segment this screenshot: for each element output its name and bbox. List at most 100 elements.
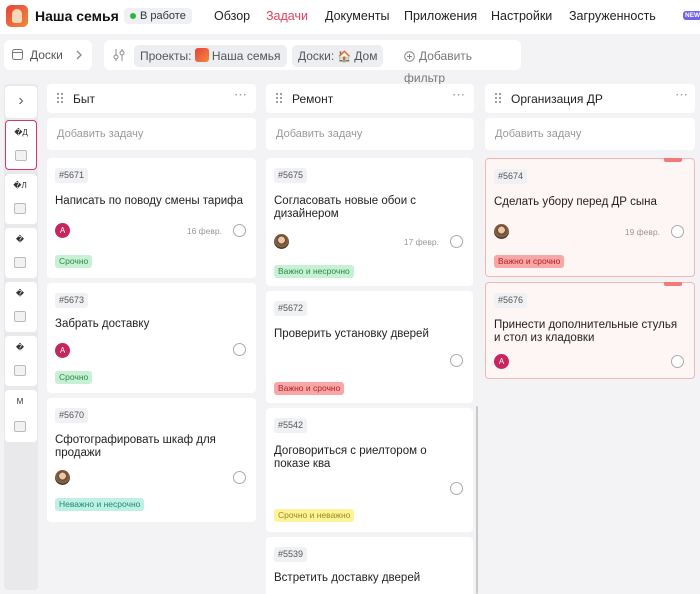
checkbox-icon[interactable] [450, 354, 463, 367]
task-card[interactable]: #5673 Забрать доставку А Срочно [47, 283, 256, 393]
task-card[interactable]: #5674 Сделать убору перед ДР сына 19 фев… [485, 158, 695, 277]
priority-tag: Важно и срочно [494, 255, 565, 268]
task-title: Сфотографировать шкаф для продажи [55, 434, 216, 459]
add-filter-button[interactable]: Добавить фильтр [398, 45, 521, 85]
card-icon [14, 311, 26, 322]
checkbox-icon[interactable] [233, 343, 246, 356]
drag-handle-icon[interactable] [494, 92, 501, 105]
card-marker [664, 158, 682, 162]
more-icon[interactable]: ⋯ [675, 87, 689, 102]
rail-card-label: � [15, 235, 25, 244]
add-task-button[interactable]: Добавить задачу [266, 118, 474, 150]
task-id: #5676 [494, 293, 528, 308]
checkbox-icon[interactable] [671, 225, 684, 238]
nav-settings[interactable]: Настройки [491, 9, 553, 23]
column-header[interactable]: Ремонт ⋯ [266, 84, 474, 113]
priority-tag: Срочно [55, 255, 93, 268]
add-filter-icon [404, 51, 415, 62]
checkbox-icon[interactable] [450, 235, 463, 248]
top-bar: Наша семья В работе Обзор Задачи Докумен… [0, 0, 700, 34]
drag-handle-icon[interactable] [275, 92, 282, 105]
rail-card[interactable]: �Д [5, 120, 37, 170]
checkbox-icon[interactable] [671, 355, 684, 368]
task-card[interactable]: #5670 Сфотографировать шкаф для продажи … [47, 398, 256, 522]
checkbox-icon[interactable] [233, 471, 246, 484]
nav-documents[interactable]: Документы [325, 9, 390, 23]
boards-switcher[interactable]: Доски [4, 40, 92, 70]
status-badge[interactable]: В работе [124, 8, 192, 24]
rail-card-label: �Д [14, 128, 28, 137]
rail-card[interactable]: � [5, 336, 37, 386]
task-card[interactable]: #5672 Проверить установку дверей Важно и… [266, 291, 473, 403]
nav-workload[interactable]: Загруженность [569, 9, 656, 23]
column-header[interactable]: Быт ⋯ [47, 84, 256, 113]
priority-tag: Неважно и несрочно [55, 498, 145, 511]
due-date: 17 февр. [403, 237, 439, 247]
due-date: 19 февр. [624, 227, 660, 237]
card-marker [664, 282, 682, 286]
task-id: #5539 [274, 547, 308, 562]
avatar[interactable]: А [494, 354, 509, 369]
task-card[interactable]: #5675 Согласовать новые обои с дизайнеро… [266, 158, 473, 286]
more-icon[interactable]: ⋯ [234, 87, 248, 102]
board-filter-value: Дом [354, 49, 378, 63]
rail-card-label: �Л [13, 181, 27, 190]
rail-card[interactable]: � [5, 228, 37, 278]
column-scrollbar[interactable] [476, 406, 478, 594]
card-icon [14, 421, 26, 432]
task-card[interactable]: #5671 Написать по поводу смены тарифа А … [47, 158, 256, 278]
more-icon[interactable]: ⋯ [452, 87, 466, 102]
card-icon [14, 203, 26, 214]
logo-icon[interactable] [6, 5, 28, 27]
filter-settings-icon[interactable] [112, 48, 126, 62]
task-title: Согласовать новые обои с дизайнером [274, 195, 417, 220]
add-task-button[interactable]: Добавить задачу [485, 118, 695, 150]
boards-icon [12, 49, 23, 60]
expand-chevron-icon[interactable]: › [5, 86, 37, 118]
rail-card[interactable]: М [5, 390, 37, 442]
project-title[interactable]: Наша семья [35, 8, 119, 24]
avatar[interactable] [494, 224, 509, 239]
rail-card[interactable]: �Л [5, 174, 37, 224]
task-title: Забрать доставку [55, 318, 150, 330]
task-id: #5672 [274, 301, 308, 316]
task-id: #5542 [274, 418, 308, 433]
task-title: Написать по поводу смены тарифа [55, 195, 243, 207]
avatar[interactable]: А [55, 223, 70, 238]
column-header[interactable]: Организация ДР ⋯ [485, 84, 695, 113]
project-avatar-icon [194, 48, 209, 62]
task-card[interactable]: #5539 Встретить доставку дверей [266, 537, 473, 594]
boards-label: Доски [30, 48, 63, 62]
left-rail: › �Д �Л � � � М [4, 84, 38, 590]
filters-group: Проекты: Наша семья Доски: 🏠 Дом Добавить… [104, 40, 521, 85]
avatar[interactable] [55, 470, 70, 485]
column-title: Быт [73, 92, 95, 106]
priority-tag: Важно и срочно [274, 382, 345, 395]
task-title: Принести дополнительные стулья и стол из… [494, 319, 678, 344]
nav-apps[interactable]: Приложения [404, 9, 478, 23]
task-card[interactable]: #5676 Принести дополнительные стулья и с… [485, 282, 695, 379]
checkbox-icon[interactable] [450, 482, 463, 495]
task-title: Проверить установку дверей [274, 328, 429, 340]
avatar[interactable] [274, 234, 289, 249]
task-card[interactable]: #5542 Договориться с риелтором о показе … [266, 408, 473, 532]
rail-card-label: � [15, 343, 25, 352]
avatar[interactable]: А [55, 343, 70, 358]
checkbox-icon[interactable] [233, 224, 246, 237]
task-id: #5671 [55, 168, 89, 183]
nav-overview[interactable]: Обзор [214, 9, 251, 23]
add-task-button[interactable]: Добавить задачу [47, 118, 256, 150]
drag-handle-icon[interactable] [56, 92, 63, 105]
rail-card[interactable]: � [5, 282, 37, 332]
new-badge: NEW [683, 11, 700, 20]
chevron-right-icon [76, 50, 82, 60]
nav-tasks[interactable]: Задачи [266, 9, 308, 23]
column-title: Организация ДР [511, 92, 603, 106]
project-filter[interactable]: Проекты: Наша семья [134, 45, 287, 67]
board-filter-label: Доски: [298, 49, 335, 63]
rail-card-label: М [16, 397, 24, 406]
board-filter[interactable]: Доски: 🏠 Дом [292, 45, 384, 67]
filter-bar: Доски Проекты: Наша семья Доски: 🏠 Дом До… [0, 36, 700, 85]
card-icon [14, 365, 26, 376]
priority-tag: Важно и несрочно [274, 265, 354, 278]
